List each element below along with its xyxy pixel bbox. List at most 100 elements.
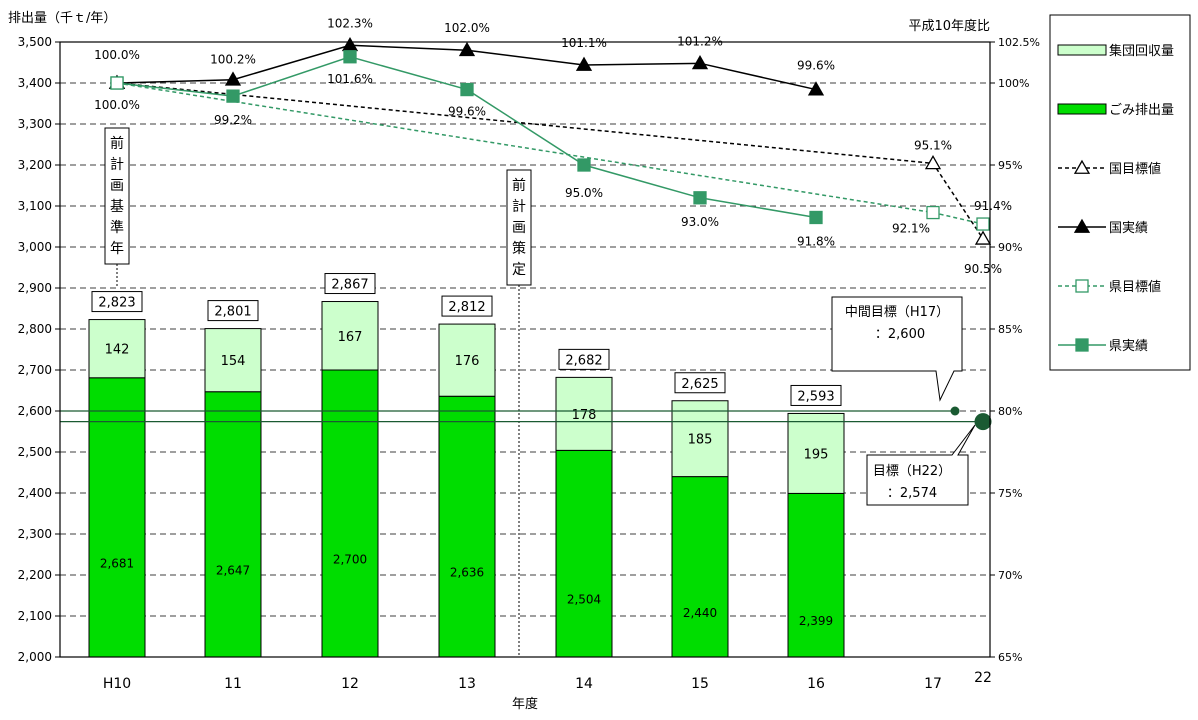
bar-total-label: 2,593 (797, 389, 834, 404)
series-point (343, 50, 357, 64)
series-point (110, 76, 124, 90)
x-tick-label: 11 (224, 676, 242, 692)
bar-total-label: 2,801 (214, 305, 251, 320)
vertical-marker-char: 前 (110, 135, 124, 152)
bar-top-label: 195 (804, 447, 829, 462)
vertical-marker-char: 画 (110, 178, 124, 194)
legend-label: 国目標値 (1109, 161, 1161, 177)
bar-base (321, 369, 379, 658)
bar-base-label: 2,440 (683, 606, 717, 620)
x-tick-label: 14 (575, 676, 593, 692)
callout-final-box (866, 424, 976, 506)
plot-border (59, 41, 991, 658)
series-point (226, 89, 240, 103)
bar-total-label: 2,812 (448, 300, 485, 315)
callout-final-value: ：2,574 (887, 486, 937, 501)
series-point-label: 95.1% (914, 138, 952, 152)
y2-tick-label: 90% (998, 241, 1022, 254)
series-point (575, 56, 593, 71)
series-point (924, 155, 942, 170)
bar-total-box (674, 372, 726, 394)
series-point-label: 95.0% (565, 186, 603, 200)
bar-top (787, 412, 845, 494)
bar-total-label: 2,823 (98, 296, 135, 311)
bar-top (88, 319, 146, 379)
y-tick-label: 3,500 (18, 35, 52, 49)
y-tick-label: 3,400 (18, 76, 52, 90)
legend-marker (1073, 218, 1091, 233)
y2-tick-label: 80% (998, 405, 1022, 418)
series-point (693, 191, 707, 205)
y2-tick-label: 102.5% (998, 36, 1040, 49)
bar-top-label: 154 (221, 354, 246, 369)
target-point-final (974, 413, 992, 431)
y2-tick-label: 70% (998, 569, 1022, 582)
y-tick-label: 3,000 (18, 240, 52, 254)
bar-base-label: 2,399 (799, 614, 833, 628)
series-point-label: 93.0% (681, 215, 719, 229)
series-point-label: 101.1% (561, 36, 607, 50)
y-tick-label: 2,100 (18, 609, 52, 623)
x-tick-label: 16 (807, 676, 825, 692)
series-point-label: 99.2% (214, 113, 252, 127)
vertical-marker-char: 前 (512, 177, 526, 194)
callout-mid-title: 中間目標（H17） (845, 305, 949, 320)
series-point-label: 102.3% (327, 16, 373, 30)
y-axis-title: 排出量（千ｔ/年） (8, 11, 116, 26)
y-tick-label: 2,500 (18, 445, 52, 459)
bar-base (438, 395, 496, 658)
series-point-label: 92.1% (892, 222, 930, 236)
bar-top (671, 400, 729, 478)
x-tick-label: 12 (341, 676, 359, 692)
bar-top (321, 301, 379, 371)
vertical-marker-box (104, 127, 130, 265)
bar-base (88, 377, 146, 658)
bar-base (555, 449, 613, 658)
series-point (691, 55, 709, 70)
series-point (577, 158, 591, 172)
series-point-label: 91.4% (974, 199, 1012, 213)
series-point-label: 99.6% (797, 59, 835, 73)
series-point (341, 36, 359, 52)
bar-total-label: 2,625 (681, 377, 718, 392)
y2-tick-label: 65% (998, 651, 1022, 664)
series-point (976, 217, 990, 231)
bar-total-box (790, 384, 842, 406)
legend-label: 県目標値 (1109, 279, 1161, 295)
series-point (224, 71, 242, 86)
x-tick-label: 15 (691, 676, 709, 692)
series-point-label: 91.8% (797, 234, 835, 248)
legend-marker (1073, 159, 1091, 174)
vertical-marker-char: 定 (512, 262, 526, 278)
legend-swatch (1057, 103, 1107, 115)
series-point-label: 99.6% (448, 105, 486, 119)
bar-top-label: 185 (688, 433, 713, 448)
legend-label: 国実績 (1109, 220, 1148, 236)
vertical-marker-char: 画 (512, 220, 526, 236)
series-point-label: 101.6% (327, 72, 373, 86)
legend-box (1049, 14, 1191, 371)
bar-base-label: 2,636 (450, 566, 484, 580)
bar-base-label: 2,504 (567, 593, 601, 607)
bar-total-label: 2,867 (331, 278, 368, 293)
bar-top-label: 167 (338, 330, 363, 345)
legend-marker (1075, 338, 1089, 352)
y-tick-label: 2,200 (18, 568, 52, 582)
bar-total-box (324, 273, 376, 295)
vertical-marker-char: 計 (512, 199, 526, 215)
y-tick-label: 2,300 (18, 527, 52, 541)
bar-top-label: 142 (105, 343, 130, 358)
bar-top (555, 376, 613, 451)
vertical-marker-char: 計 (110, 157, 124, 173)
x-tick-label: 22 (974, 670, 992, 686)
bar-base (787, 492, 845, 658)
vertical-marker-char: 年 (110, 241, 124, 257)
series-point (458, 41, 476, 57)
bar-top-label: 176 (455, 354, 480, 369)
series-line (116, 55, 817, 219)
y-tick-label: 3,100 (18, 199, 52, 213)
y-tick-label: 2,000 (18, 650, 52, 664)
legend-marker (1075, 279, 1089, 293)
bar-base-label: 2,647 (216, 563, 250, 577)
bar-total-box (441, 295, 493, 317)
